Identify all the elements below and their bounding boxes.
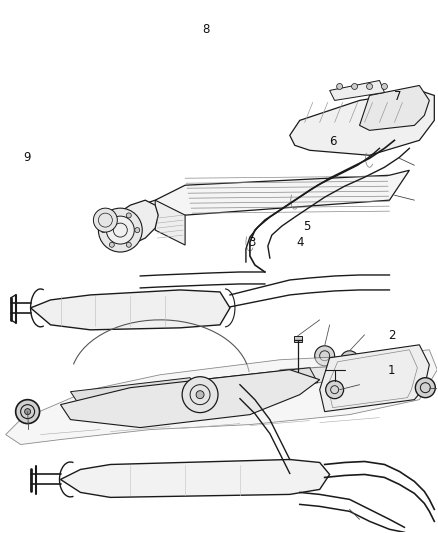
Circle shape	[182, 377, 218, 413]
Circle shape	[106, 216, 134, 244]
Circle shape	[337, 84, 343, 90]
Polygon shape	[31, 290, 230, 330]
Text: 2: 2	[388, 329, 395, 342]
Text: 4: 4	[296, 236, 304, 249]
Circle shape	[25, 409, 31, 415]
Text: 6: 6	[329, 135, 336, 148]
Circle shape	[101, 228, 106, 232]
Polygon shape	[60, 459, 330, 497]
Circle shape	[326, 381, 343, 399]
Text: 7: 7	[394, 90, 402, 103]
Polygon shape	[290, 91, 434, 155]
Polygon shape	[6, 350, 437, 445]
Polygon shape	[140, 170, 410, 220]
Circle shape	[135, 228, 140, 232]
Circle shape	[110, 243, 114, 247]
Circle shape	[93, 208, 117, 232]
Text: 3: 3	[248, 236, 255, 249]
Circle shape	[415, 378, 435, 398]
Text: 1: 1	[388, 364, 395, 377]
Circle shape	[99, 208, 142, 252]
Polygon shape	[60, 370, 320, 427]
Polygon shape	[155, 200, 185, 245]
Circle shape	[314, 346, 335, 366]
Circle shape	[126, 213, 131, 218]
Circle shape	[126, 243, 131, 247]
Polygon shape	[200, 368, 318, 394]
Circle shape	[196, 391, 204, 399]
Polygon shape	[320, 345, 429, 411]
Circle shape	[16, 400, 39, 424]
Polygon shape	[330, 80, 385, 100]
Polygon shape	[360, 85, 429, 131]
Circle shape	[110, 213, 114, 218]
Polygon shape	[100, 200, 158, 248]
Circle shape	[367, 84, 372, 90]
Polygon shape	[280, 365, 364, 385]
Circle shape	[381, 84, 388, 90]
Text: 9: 9	[23, 151, 31, 164]
Text: 8: 8	[202, 23, 210, 36]
Text: 5: 5	[303, 220, 310, 233]
Circle shape	[352, 84, 357, 90]
Polygon shape	[71, 378, 200, 407]
Circle shape	[341, 351, 359, 369]
Polygon shape	[294, 336, 302, 342]
